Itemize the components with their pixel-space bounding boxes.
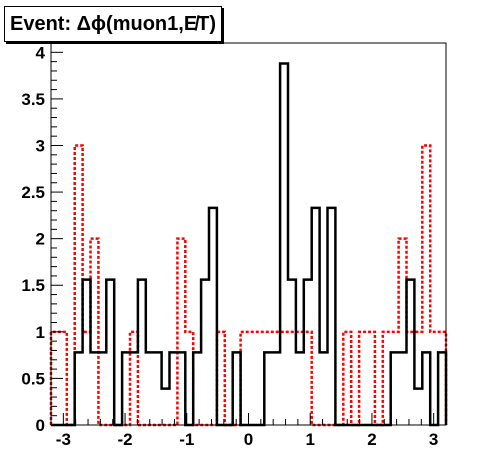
y-tick-label: 0.5 (21, 369, 45, 388)
x-tick-label: 0 (244, 430, 253, 449)
y-tick-label: 1.5 (21, 276, 45, 295)
y-tick-label: 3 (36, 136, 45, 155)
x-tick-label: -1 (179, 430, 194, 449)
series-red-line (49, 144, 448, 427)
axis-layer: 0 0.5 1 1.5 2 2.5 3 3.5 4 -3 -2 -1 0 1 2 3 (21, 42, 447, 449)
y-tick-label: 2.5 (21, 183, 45, 202)
y-tick-label: 3.5 (21, 90, 45, 109)
x-tick-label: -2 (118, 430, 133, 449)
plot-frame (50, 42, 447, 426)
y-tick-label: 1 (36, 323, 45, 342)
y-tick-label: 2 (36, 230, 45, 249)
series-black-line (51, 62, 448, 427)
chart-title: Event: Δϕ(muon1,E̸T) (4, 6, 223, 42)
x-tick-label: -3 (56, 430, 71, 449)
x-tick-label: 3 (429, 430, 438, 449)
x-tick-label: 1 (305, 430, 314, 449)
series-layer (49, 62, 448, 427)
y-tick-label: 0 (36, 416, 45, 435)
x-tick-label: 2 (367, 430, 376, 449)
y-tick-label: 4 (36, 43, 46, 62)
